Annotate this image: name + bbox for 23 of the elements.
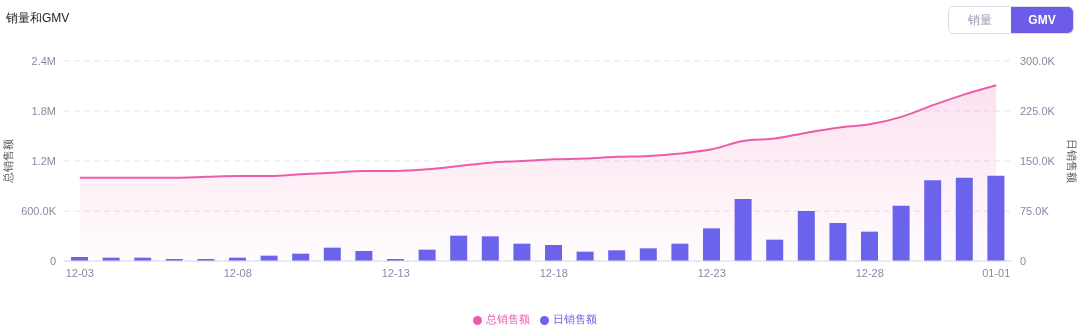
x-tick-label: 12-28 xyxy=(855,266,884,279)
y-tick-label: 2.4M xyxy=(31,54,56,67)
y2-tick-label: 75.0K xyxy=(1020,204,1050,217)
x-tick-label: 12-18 xyxy=(539,266,568,279)
x-tick-label: 12-08 xyxy=(223,266,252,279)
toggle-buttons: 销量 GMV xyxy=(948,6,1074,34)
y2-tick-label: 300.0K xyxy=(1020,54,1056,67)
legend-label: 总销售额 xyxy=(486,313,530,325)
legend-label: 日销售额 xyxy=(553,313,597,325)
y2-tick-label: 0 xyxy=(1020,254,1027,267)
y-tick-label: 1.8M xyxy=(31,104,56,117)
x-tick-label: 12-13 xyxy=(381,266,410,279)
chart-title: 销量和GMV xyxy=(6,10,70,27)
y-tick-label: 1.2M xyxy=(31,154,56,167)
y2-tick-label: 225.0K xyxy=(1020,104,1056,117)
y2-tick-label: 150.0K xyxy=(1020,154,1056,167)
y-tick-label: 600.0K xyxy=(21,204,57,217)
x-tick-label: 12-03 xyxy=(65,266,94,279)
y-axis-title: 总销售额 xyxy=(1,139,14,184)
y2-axis-title: 日销售额 xyxy=(1066,139,1079,183)
x-tick-label: 01-01 xyxy=(982,266,1011,279)
y-tick-label: 0 xyxy=(49,254,56,267)
x-tick-label: 12-23 xyxy=(697,266,726,279)
